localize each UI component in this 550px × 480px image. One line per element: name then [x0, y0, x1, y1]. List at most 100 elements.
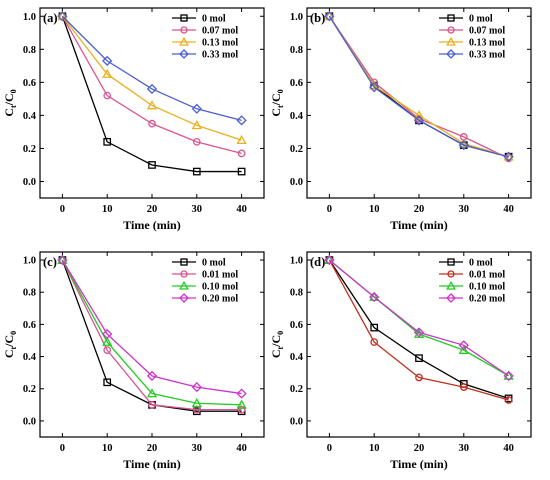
- x-axis-title: Time (min): [390, 457, 447, 471]
- y-axis-title: Ct/C0: [2, 89, 18, 116]
- data-point: [458, 344, 469, 354]
- legend-marker: [179, 49, 189, 59]
- series-line-4: [328, 15, 509, 158]
- y-tick-label: 0.4: [23, 111, 37, 122]
- data-point: [413, 110, 425, 120]
- data-point: [503, 151, 514, 162]
- legend-marker: [447, 26, 455, 34]
- data-point: [458, 140, 469, 151]
- chart-panel-4: 0 10 20 30 40 0.0 0.2 0.4 0.6 0.8 1.0 Time (min) Ct/…: [269, 251, 532, 471]
- legend-marker: [180, 258, 188, 266]
- y-tick-label: 0.2: [23, 384, 36, 395]
- data-point: [236, 134, 247, 145]
- data-point: [146, 83, 158, 95]
- y-tick-label: 0.8: [290, 45, 303, 56]
- x-tick-label: 0: [327, 204, 332, 215]
- y-tick-label: 0.0: [23, 177, 36, 188]
- data-point: [148, 161, 156, 169]
- panel-label: (b): [310, 11, 325, 25]
- series-line-4: [61, 15, 242, 121]
- data-point: [192, 167, 201, 176]
- data-point: [458, 340, 469, 351]
- chart-panel-3: 0 10 20 30 40 0.0 0.2 0.4 0.6 0.8 1.0 Time (min) Ct/…: [2, 251, 265, 471]
- legend-label: 0.01 mol: [469, 270, 505, 281]
- legend-label: 0.33 mol: [469, 50, 505, 61]
- series-line-4: [61, 259, 242, 395]
- y-tick-label: 0.8: [23, 45, 36, 56]
- x-tick-label: 10: [102, 443, 113, 454]
- legend-marker: [180, 26, 188, 34]
- data-point: [57, 254, 68, 264]
- x-tick-label: 20: [147, 204, 158, 215]
- y-tick-label: 1.0: [290, 12, 303, 23]
- legend-label: 0.20 mol: [469, 294, 505, 305]
- data-point: [103, 137, 112, 146]
- data-point: [413, 327, 425, 338]
- x-tick-label: 10: [369, 204, 380, 215]
- data-point: [57, 254, 68, 266]
- data-point: [503, 370, 514, 381]
- data-point: [103, 378, 112, 387]
- y-tick-label: 0.8: [23, 288, 36, 299]
- legend-marker: [446, 280, 456, 290]
- legend-label: 0 mol: [202, 258, 226, 269]
- data-point: [57, 11, 68, 22]
- series-line-2: [328, 259, 509, 401]
- data-point: [237, 167, 246, 176]
- data-point: [102, 336, 113, 346]
- legend-label: 0 mol: [469, 14, 493, 25]
- series-line-4: [328, 259, 509, 377]
- x-axis-title: Time (min): [123, 218, 180, 232]
- x-tick-label: 30: [459, 204, 470, 215]
- legend-marker: [447, 14, 455, 22]
- legend-label: 0.07 mol: [469, 26, 505, 37]
- legend-label: 0.33 mol: [202, 50, 238, 61]
- data-point: [503, 370, 514, 380]
- x-tick-label: 0: [60, 204, 65, 215]
- data-point: [324, 254, 335, 266]
- data-point: [148, 400, 156, 409]
- x-tick-label: 10: [369, 443, 380, 454]
- data-point: [236, 399, 247, 409]
- panel-label: (a): [43, 11, 58, 25]
- panel-label: (c): [43, 255, 57, 269]
- data-point: [191, 103, 202, 114]
- x-tick-label: 20: [414, 204, 425, 215]
- data-point: [459, 383, 468, 391]
- y-axis-title: Ct/C0: [269, 331, 285, 358]
- data-point: [102, 55, 113, 66]
- legend-label: 0.01 mol: [202, 270, 238, 281]
- chart-panel-2: 0 10 20 30 40 0.0 0.2 0.4 0.6 0.8 1.0 Time (min) Ct/…: [269, 7, 532, 232]
- legend-marker: [180, 14, 188, 22]
- x-tick-label: 30: [459, 443, 470, 454]
- series-line-3: [61, 259, 242, 406]
- y-tick-label: 0.4: [23, 352, 37, 363]
- data-point: [103, 91, 112, 100]
- x-tick-label: 20: [414, 443, 425, 454]
- data-point: [57, 10, 68, 21]
- legend-marker: [446, 49, 456, 59]
- data-point: [369, 291, 380, 301]
- y-tick-label: 0.2: [290, 144, 303, 155]
- data-point: [102, 68, 113, 78]
- y-tick-label: 1.0: [23, 12, 36, 23]
- y-axis-title: Ct/C0: [269, 89, 285, 116]
- data-point: [146, 100, 158, 110]
- data-point: [237, 149, 246, 158]
- plot-frame: [306, 7, 532, 199]
- data-point: [324, 10, 335, 21]
- chart-panel-1: 0 10 20 30 40 0.0 0.2 0.4 0.6 0.8 1.0 Time (min) Ct/…: [2, 7, 265, 232]
- legend-label: 0.20 mol: [202, 294, 238, 305]
- legend-label: 0.10 mol: [202, 282, 238, 293]
- series-line-3: [61, 15, 242, 141]
- y-axis-title: Ct/C0: [2, 331, 18, 358]
- data-point: [103, 346, 112, 354]
- x-axis-title: Time (min): [390, 218, 447, 232]
- y-tick-label: 0.6: [290, 320, 303, 331]
- data-point: [191, 382, 202, 393]
- y-tick-label: 0.0: [23, 416, 36, 427]
- y-tick-label: 0.4: [290, 111, 304, 122]
- data-point: [148, 119, 156, 128]
- x-tick-label: 40: [503, 443, 514, 454]
- data-point: [102, 328, 113, 340]
